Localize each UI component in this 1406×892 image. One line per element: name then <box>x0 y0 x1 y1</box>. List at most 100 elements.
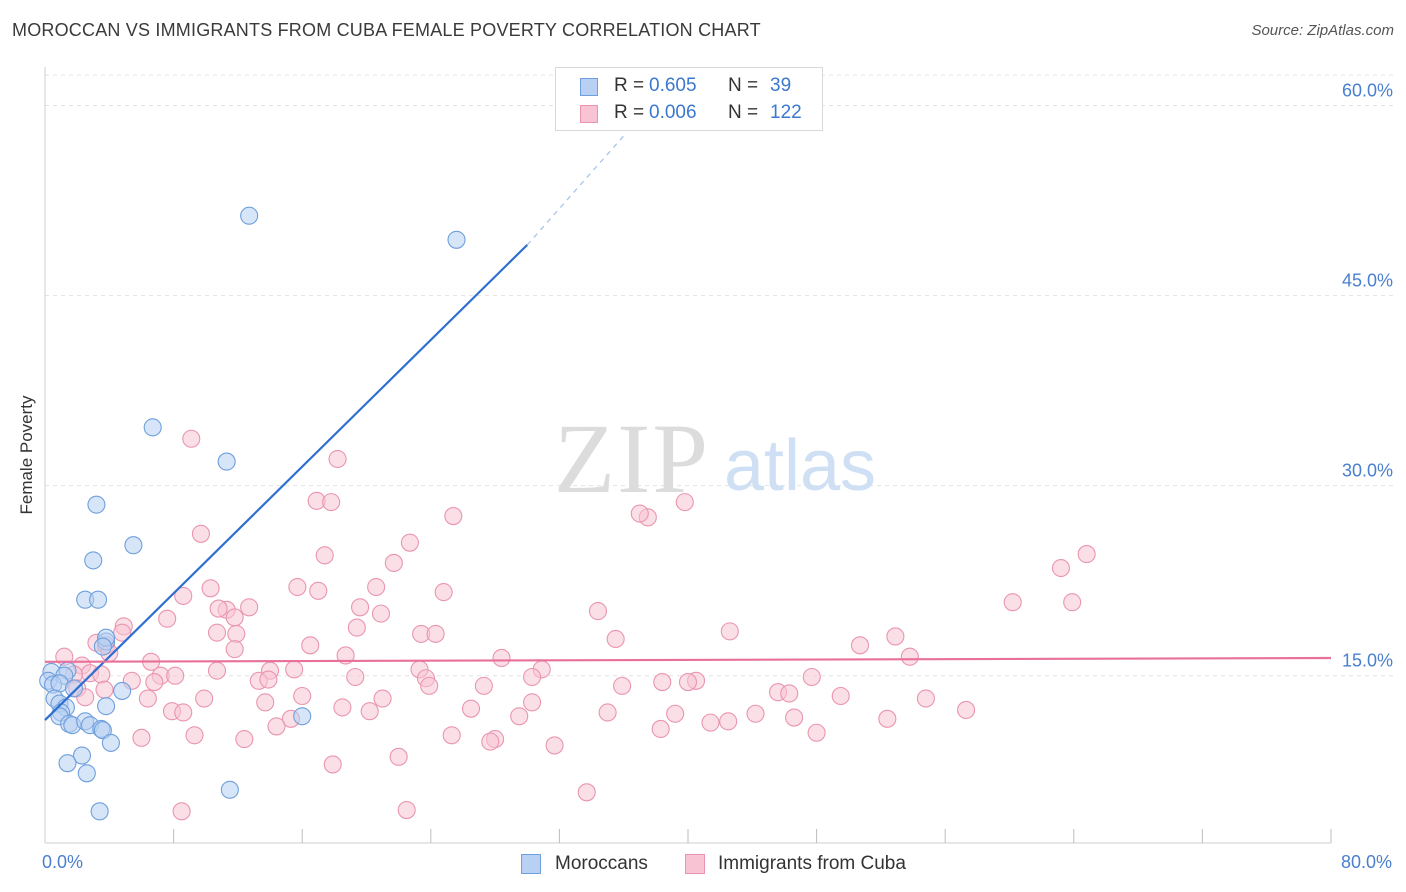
data-point <box>195 689 214 708</box>
data-point <box>900 647 919 666</box>
data-point <box>384 553 403 572</box>
data-point <box>1077 545 1096 564</box>
data-point <box>389 747 408 766</box>
data-point <box>88 590 108 609</box>
data-point <box>523 693 542 712</box>
data-point <box>957 700 976 719</box>
data-point <box>293 707 312 726</box>
data-point <box>850 636 870 655</box>
data-point <box>886 627 905 646</box>
legend-label-cuba: Immigrants from Cuba <box>718 853 906 874</box>
data-point <box>138 689 157 708</box>
x-tick-max: 80.0% <box>1340 852 1392 872</box>
data-point <box>207 661 227 680</box>
data-point <box>400 533 419 552</box>
data-point <box>145 673 164 692</box>
chart-title: MOROCCAN VS IMMIGRANTS FROM CUBA FEMALE … <box>12 20 761 40</box>
trendline-cuba <box>44 656 1332 663</box>
data-point <box>158 609 177 628</box>
y-axis-label: Female Poverty <box>17 395 36 515</box>
data-point <box>577 783 596 802</box>
data-point <box>323 755 342 774</box>
data-point <box>492 648 511 668</box>
series-immigrants-from-cuba <box>55 429 1096 821</box>
data-point <box>444 507 463 526</box>
data-point <box>333 698 352 717</box>
trendlines <box>44 135 1332 721</box>
data-point <box>185 726 204 745</box>
data-point <box>719 712 738 731</box>
data-point <box>93 637 112 656</box>
r-label: R = <box>614 102 645 123</box>
data-point <box>285 660 304 679</box>
data-point <box>675 493 694 512</box>
r-value: 0.605 <box>649 75 697 96</box>
legend-label-moroccans: Moroccans <box>555 853 648 874</box>
data-point <box>678 673 698 692</box>
x-tick-min: 0.0% <box>42 852 84 872</box>
data-point <box>235 730 254 749</box>
cuba-swatch <box>580 105 598 123</box>
data-point <box>240 206 259 225</box>
data-point <box>322 493 341 512</box>
axes <box>44 67 1332 844</box>
data-point <box>328 449 347 469</box>
data-point <box>87 495 106 514</box>
data-point <box>113 681 132 700</box>
data-point <box>606 629 625 649</box>
y-tick-label: 60.0% <box>1342 80 1393 100</box>
data-point <box>90 802 109 821</box>
data-point <box>113 623 132 642</box>
data-point <box>301 636 320 655</box>
data-point <box>240 598 259 617</box>
trendline-moroccans <box>44 244 529 721</box>
data-point <box>315 546 334 565</box>
y-tick-label: 45.0% <box>1342 271 1393 291</box>
data-point <box>207 623 227 642</box>
stats-row-cuba: R = 0.006 N = 122 <box>556 102 822 128</box>
data-point <box>588 602 608 621</box>
data-point <box>225 640 244 659</box>
data-point <box>510 707 529 726</box>
data-point <box>598 703 617 722</box>
data-point <box>1063 593 1082 612</box>
data-point <box>309 581 328 600</box>
data-point <box>97 697 116 716</box>
data-point <box>225 608 244 627</box>
data-point <box>523 667 542 687</box>
data-point <box>92 665 111 684</box>
data-point <box>182 429 201 448</box>
watermark-atlas: atlas <box>724 426 876 506</box>
data-point <box>802 667 821 687</box>
legend-swatch-cuba <box>685 854 705 874</box>
data-point <box>101 733 120 752</box>
data-point <box>143 418 162 437</box>
data-point <box>360 702 379 721</box>
moroccans-swatch <box>580 78 598 96</box>
data-point <box>95 680 114 699</box>
data-point <box>630 504 649 523</box>
data-point <box>474 676 493 695</box>
r-value: 0.006 <box>649 102 697 123</box>
data-point <box>191 524 210 543</box>
data-point <box>209 599 228 618</box>
data-point <box>220 780 239 799</box>
data-point <box>447 230 466 249</box>
data-point <box>701 713 720 732</box>
data-point <box>124 536 143 555</box>
data-point <box>746 704 765 723</box>
y-tick-label: 30.0% <box>1342 461 1393 481</box>
data-point <box>72 746 92 765</box>
data-point <box>172 802 191 821</box>
data-point <box>288 577 307 597</box>
n-label: N = <box>728 102 759 123</box>
data-point <box>397 801 416 820</box>
data-point <box>217 452 236 471</box>
data-point <box>545 736 564 755</box>
data-point <box>166 666 185 685</box>
data-point <box>916 689 935 708</box>
data-point <box>201 579 220 598</box>
stats-row-moroccans: R = 0.605 N = 39 <box>556 75 822 101</box>
data-point <box>267 717 286 736</box>
